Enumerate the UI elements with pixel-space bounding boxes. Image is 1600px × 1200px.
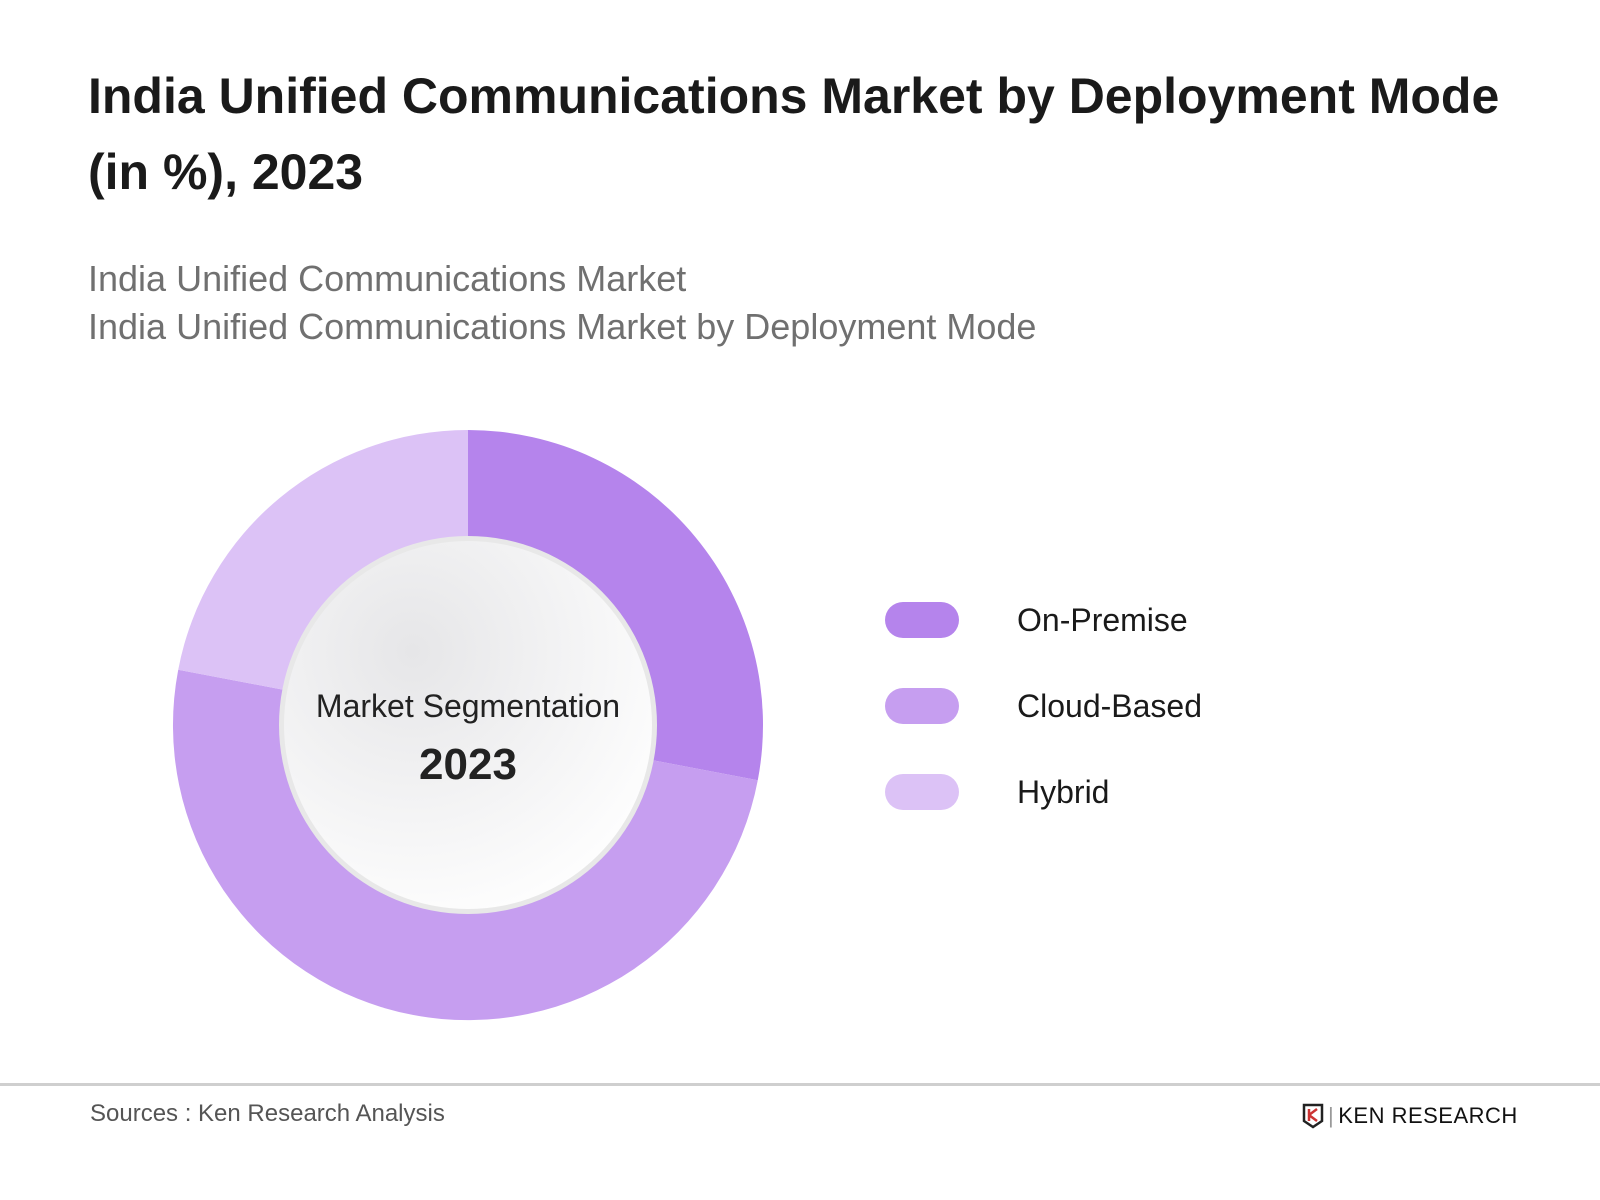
legend-label: Cloud-Based xyxy=(1017,687,1202,724)
legend-label: Hybrid xyxy=(1017,773,1110,810)
legend-swatch xyxy=(885,774,959,810)
source-note: Sources : Ken Research Analysis xyxy=(90,1100,445,1127)
center-disc xyxy=(284,541,652,909)
ken-research-logo: | KEN RESEARCH xyxy=(1302,1103,1518,1129)
divider xyxy=(0,1083,1600,1086)
center-year: 2023 xyxy=(419,740,517,789)
slice-hybrid xyxy=(178,429,468,697)
logo-icon xyxy=(1302,1103,1324,1129)
legend-item-hybrid: Hybrid xyxy=(885,772,1109,812)
chart-title: India Unified Communications Market by D… xyxy=(88,68,1500,200)
slice-on-premise xyxy=(468,430,764,781)
legend-swatch xyxy=(885,602,959,638)
center-label: Market Segmentation xyxy=(315,688,621,724)
legend-swatch xyxy=(885,688,959,724)
legend-item-on-premise: On-Premise xyxy=(885,600,1188,640)
subtitle-2: India Unified Communications Market by D… xyxy=(88,306,1037,347)
subtitle-1: India Unified Communications Market xyxy=(88,258,687,299)
legend-label: On-Premise xyxy=(1017,601,1188,638)
legend-item-cloud-based: Cloud-Based xyxy=(885,686,1202,726)
